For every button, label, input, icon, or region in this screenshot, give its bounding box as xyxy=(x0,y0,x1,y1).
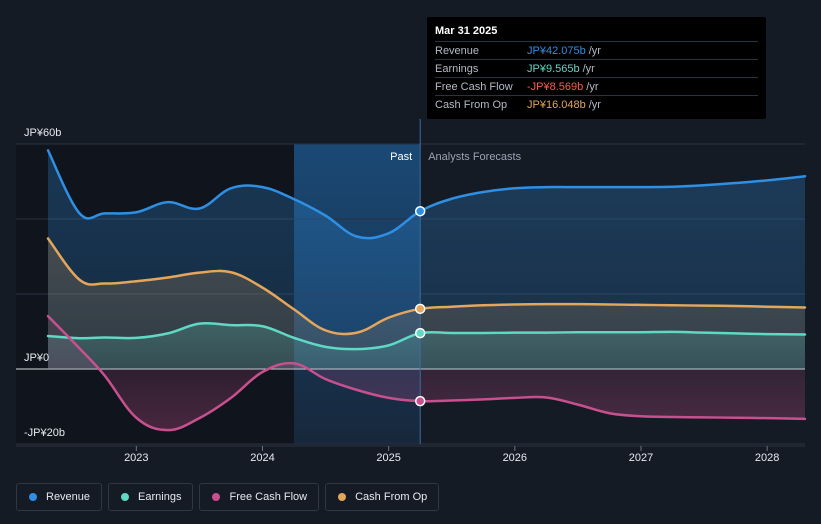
cfo-dot-icon xyxy=(338,493,347,501)
y-tick-label: JP¥0 xyxy=(24,352,49,364)
marker-cfo xyxy=(414,303,426,315)
marker-fcf xyxy=(414,395,426,407)
legend-label: Revenue xyxy=(46,491,91,503)
legend-label: Free Cash Flow xyxy=(229,491,308,503)
area-earnings xyxy=(48,323,805,369)
y-tick-label: JP¥60b xyxy=(24,127,61,139)
tooltip-unit: /yr xyxy=(588,98,601,111)
past-label: Past xyxy=(390,151,412,163)
x-tick-label: 2027 xyxy=(629,452,653,464)
fcf-dot-icon xyxy=(212,493,221,501)
x-tick-label: 2028 xyxy=(755,452,779,464)
x-tick-label: 2024 xyxy=(250,452,274,464)
y-tick-label: -JP¥20b xyxy=(24,427,65,439)
tooltip-label: Earnings xyxy=(435,62,479,75)
tooltip-value-cfo: JP¥16.048b xyxy=(527,98,586,111)
tooltip-label: Cash From Op xyxy=(435,98,508,111)
legend-label: Cash From Op xyxy=(355,491,428,503)
tooltip-row-cfo: Cash From Op JP¥16.048b /yr xyxy=(435,95,758,113)
marker-earnings xyxy=(414,327,426,339)
tooltip-value-revenue: JP¥42.075b xyxy=(527,44,586,57)
tooltip-label: Free Cash Flow xyxy=(435,80,513,93)
forecast-label: Analysts Forecasts xyxy=(428,151,521,163)
tooltip-value-earnings: JP¥9.565b xyxy=(527,62,580,75)
tooltip-value-fcf: -JP¥8.569b xyxy=(527,80,584,93)
tooltip-row-earnings: Earnings JP¥9.565b /yr xyxy=(435,59,758,77)
legend-item-fcf[interactable]: Free Cash Flow xyxy=(199,483,320,511)
legend-label: Earnings xyxy=(138,491,182,503)
legend-item-cfo[interactable]: Cash From Op xyxy=(325,483,440,511)
tooltip-unit: /yr xyxy=(582,62,595,75)
tooltip-label: Revenue xyxy=(435,44,480,57)
tooltip-row-fcf: Free Cash Flow -JP¥8.569b /yr xyxy=(435,77,758,95)
legend-item-revenue[interactable]: Revenue xyxy=(16,483,103,511)
legend: Revenue Earnings Free Cash Flow Cash Fro… xyxy=(16,483,440,511)
legend-item-earnings[interactable]: Earnings xyxy=(108,483,194,511)
tooltip-unit: /yr xyxy=(586,80,599,93)
earnings-dot-icon xyxy=(121,493,130,501)
area-fcf xyxy=(48,316,805,431)
tooltip-row-revenue: Revenue JP¥42.075b /yr xyxy=(435,41,758,59)
tooltip: Mar 31 2025 Revenue JP¥42.075b /yr Earni… xyxy=(427,17,766,119)
x-tick-label: 2026 xyxy=(503,452,527,464)
x-tick-label: 2025 xyxy=(376,452,400,464)
revenue-dot-icon xyxy=(29,493,37,501)
tooltip-unit: /yr xyxy=(588,44,601,57)
tooltip-date: Mar 31 2025 xyxy=(435,25,498,37)
marker-revenue xyxy=(414,205,426,217)
x-tick-label: 2023 xyxy=(124,452,148,464)
